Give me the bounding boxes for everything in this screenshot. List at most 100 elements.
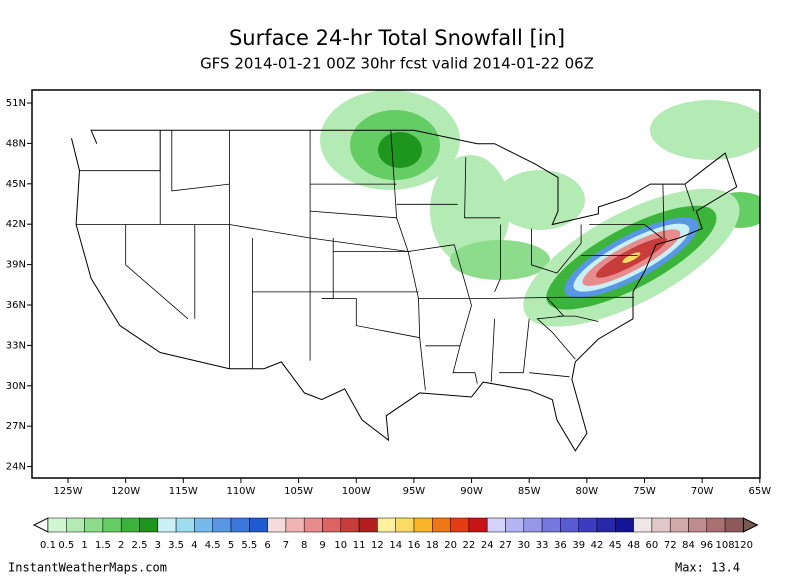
- state-line: [125, 224, 189, 320]
- colorbar-swatch: [523, 517, 543, 533]
- map: [32, 90, 760, 478]
- colorbar-swatch: [249, 517, 268, 533]
- state-line: [321, 298, 420, 339]
- colorbar-label: 1.5: [95, 540, 111, 551]
- colorbar-label: 11: [353, 540, 366, 551]
- colorbar-label: 108: [716, 540, 735, 551]
- colorbar-swatch: [596, 517, 616, 533]
- colorbar-label: 9: [319, 540, 325, 551]
- lon-label: 75W: [633, 486, 656, 497]
- colorbar-label: 22: [463, 540, 476, 551]
- state-lines: [76, 130, 695, 391]
- colorbar-swatch: [157, 517, 177, 533]
- lat-label: 27N: [6, 421, 26, 432]
- lat-label: 45N: [6, 179, 26, 190]
- colorbar-swatch: [285, 517, 305, 533]
- colorbar-label: 30: [517, 540, 530, 551]
- state-line: [390, 130, 426, 391]
- colorbar-swatch: [633, 517, 653, 533]
- colorbar-label: 7: [283, 540, 289, 551]
- colorbar-label: 0.5: [58, 540, 74, 551]
- colorbar-label: 4: [191, 540, 197, 551]
- colorbar-label: 4.5: [205, 540, 221, 551]
- lon-label: 120W: [111, 486, 140, 497]
- lon-label: 80W: [576, 486, 599, 497]
- site: InstantWeatherMaps.com: [8, 561, 167, 575]
- colorbar-label: 3: [155, 540, 161, 551]
- state-line: [490, 318, 495, 383]
- state-line: [310, 210, 397, 219]
- colorbar-label: 120: [734, 540, 753, 551]
- title: Surface 24-hr Total Snowfall [in]: [229, 26, 565, 50]
- lat-label: 51N: [6, 98, 26, 109]
- colorbar-label: 24: [481, 540, 494, 551]
- colorbar-label: 5: [228, 540, 234, 551]
- colorbar-swatch: [450, 517, 470, 533]
- colorbar-label: 8: [301, 540, 307, 551]
- colorbar-label: 12: [371, 540, 384, 551]
- colorbar-swatch: [84, 517, 104, 533]
- colorbar-label: 39: [572, 540, 585, 551]
- colorbar-label: 72: [664, 540, 677, 551]
- colorbar-label: 20: [444, 540, 457, 551]
- state-line: [536, 297, 576, 360]
- colorbar-swatch: [395, 517, 415, 533]
- colorbar-swatch: [486, 517, 506, 533]
- lat-label: 30N: [6, 381, 26, 392]
- colorbar-swatch: [669, 517, 689, 533]
- lat-label: 33N: [6, 340, 26, 351]
- lon-label: 125W: [54, 486, 83, 497]
- state-line: [589, 224, 663, 239]
- lon-label: 110W: [226, 486, 255, 497]
- state-line: [494, 224, 501, 293]
- colorbar-swatch: [724, 517, 744, 533]
- colorbar-label: 45: [609, 540, 622, 551]
- lat-label: 48N: [6, 138, 26, 149]
- colorbar-swatch: [102, 517, 122, 533]
- colorbar-swatch: [578, 517, 598, 533]
- lon-label: 100W: [342, 486, 371, 497]
- colorbar-swatch: [377, 517, 396, 533]
- lat-label: 24N: [6, 462, 26, 473]
- colorbar-swatch: [47, 517, 67, 533]
- colorbar-swatch: [560, 517, 579, 533]
- colorbar-swatch: [541, 517, 561, 533]
- colorbar-label: 6: [264, 540, 270, 551]
- colorbar-swatch: [212, 517, 232, 533]
- colorbar-swatch: [139, 517, 159, 533]
- colorbar-swatch: [432, 517, 451, 533]
- colorbar-swatch: [688, 517, 708, 533]
- colorbar-label: 2: [118, 540, 124, 551]
- colorbar-label: 42: [591, 540, 604, 551]
- colorbar-swatch: [175, 517, 195, 533]
- colorbar-swatch: [120, 517, 140, 533]
- colorbar-label: 1: [81, 540, 87, 551]
- colorbar-label: 10: [334, 540, 347, 551]
- state-line: [418, 296, 635, 300]
- state-line: [529, 372, 570, 378]
- colorbar-label: 14: [389, 540, 402, 551]
- lon-label: 115W: [169, 486, 198, 497]
- colorbar-label: 48: [627, 540, 640, 551]
- colorbar-swatch: [267, 517, 287, 533]
- state-line: [464, 157, 501, 219]
- lon-label: 70W: [691, 486, 714, 497]
- colorbar-label: 33: [536, 540, 549, 551]
- colorbar-label: 0.1: [40, 540, 56, 551]
- snow-east: [523, 188, 740, 327]
- colorbar-arrow-right: [742, 517, 759, 533]
- colorbar-swatch: [303, 517, 323, 533]
- state-line: [558, 315, 599, 322]
- lat-label: 36N: [6, 300, 26, 311]
- colorbar-swatch: [706, 517, 726, 533]
- state-line: [171, 130, 230, 192]
- colorbar-swatch: [615, 517, 634, 533]
- state-line: [662, 184, 665, 239]
- subtitle: GFS 2014-01-21 00Z 30hr fcst valid 2014-…: [200, 55, 594, 73]
- colorbar-swatch: [230, 517, 250, 533]
- colorbar-swatch: [66, 517, 85, 533]
- colorbar-label: 16: [408, 540, 421, 551]
- lon-label: 65W: [748, 486, 771, 497]
- colorbar-swatch: [358, 517, 378, 533]
